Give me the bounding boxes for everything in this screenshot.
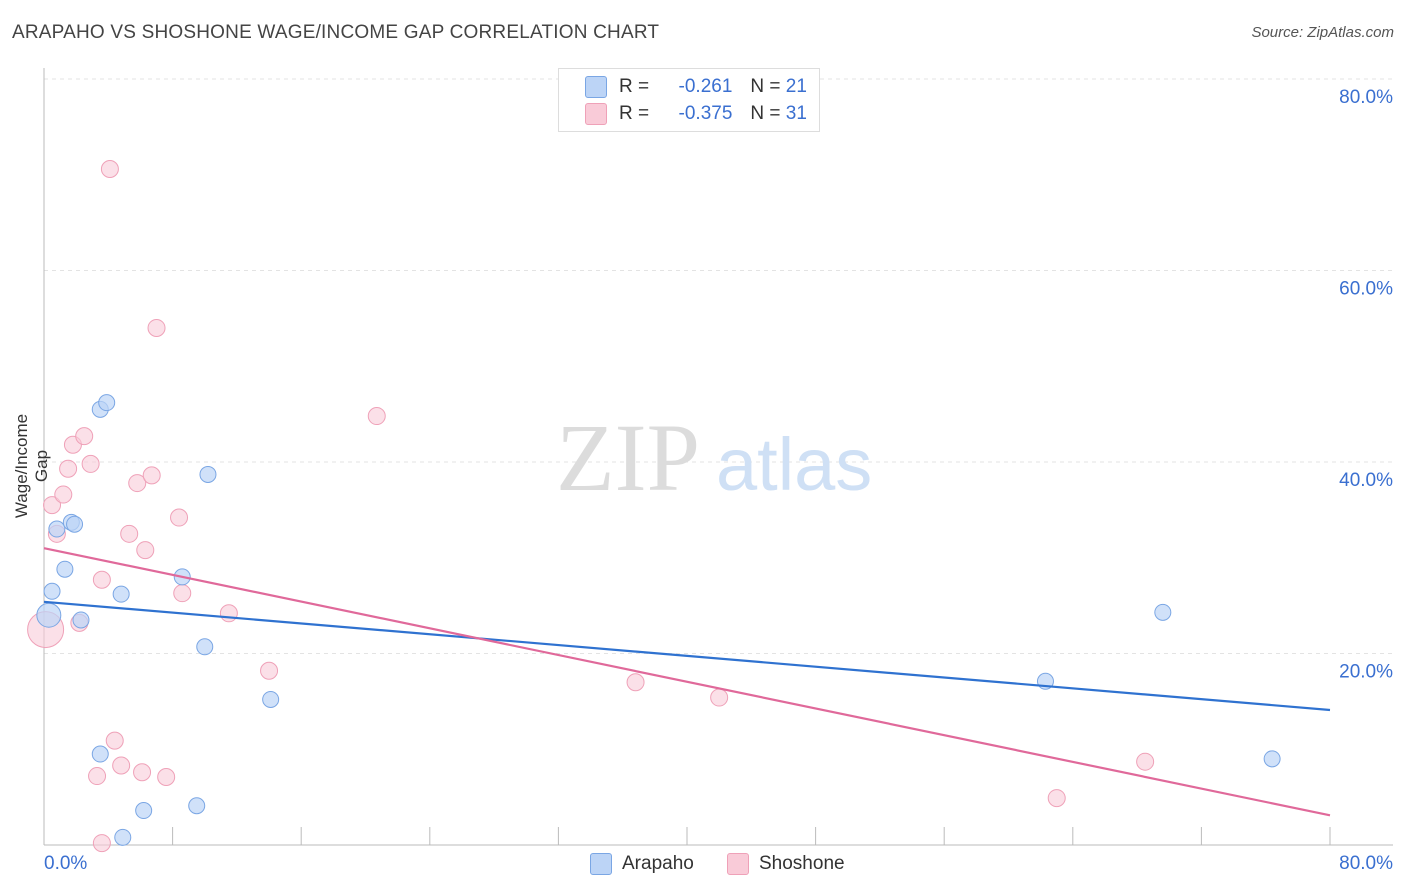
arapaho-point xyxy=(56,560,74,578)
shoshone-point xyxy=(105,731,124,750)
trend-lines xyxy=(43,547,1331,817)
arapaho-point xyxy=(114,828,132,846)
shoshone-point xyxy=(54,485,73,504)
arapaho-point xyxy=(262,690,280,708)
arapaho-point xyxy=(48,520,66,538)
r-label: R = xyxy=(619,76,650,97)
y-tick-label: 40.0% xyxy=(1339,470,1393,491)
shoshone-point xyxy=(142,466,161,485)
chart-title: ARAPAHO VS SHOSHONE WAGE/INCOME GAP CORR… xyxy=(12,22,660,43)
arapaho-point xyxy=(135,802,153,820)
arapaho-legend-swatch xyxy=(590,853,612,875)
arapaho-legend-label: Arapaho xyxy=(622,853,694,874)
arapaho-point xyxy=(199,465,217,483)
shoshone-point xyxy=(88,767,107,786)
shoshone-point xyxy=(75,427,94,446)
source-label: Source: ZipAtlas.com xyxy=(1251,24,1394,41)
shoshone-point xyxy=(120,524,139,543)
shoshone-n-value: 31 xyxy=(785,103,807,124)
shoshone-point xyxy=(147,318,166,337)
shoshone-point xyxy=(1047,789,1066,808)
r-label: R = xyxy=(619,103,650,124)
shoshone-swatch xyxy=(585,103,607,125)
n-label: N = xyxy=(750,76,781,97)
shoshone-point xyxy=(81,454,100,473)
y-tick-label: 20.0% xyxy=(1339,662,1393,683)
arapaho-point xyxy=(98,394,116,412)
shoshone-r-value: -0.375 xyxy=(678,103,733,124)
shoshone-point xyxy=(219,604,238,623)
shoshone-point xyxy=(710,688,729,707)
arapaho-point xyxy=(66,515,84,533)
shoshone-point xyxy=(367,407,386,426)
arapaho-point xyxy=(188,797,206,815)
shoshone-legend-label: Shoshone xyxy=(759,853,845,874)
arapaho-trend-line xyxy=(43,600,1331,712)
y-tick-label: 60.0% xyxy=(1339,279,1393,300)
shoshone-point xyxy=(100,160,119,179)
arapaho-points xyxy=(36,394,1281,846)
arapaho-point xyxy=(72,611,90,629)
shoshone-point xyxy=(112,756,131,775)
shoshone-point xyxy=(133,763,152,782)
n-label: N = xyxy=(750,103,781,124)
shoshone-point xyxy=(157,768,176,787)
shoshone-point xyxy=(92,570,111,589)
arapaho-point xyxy=(43,582,61,600)
arapaho-point xyxy=(91,745,109,763)
shoshone-point xyxy=(136,541,155,560)
legend-item-shoshone: Shoshone xyxy=(727,851,845,877)
arapaho-point xyxy=(1263,750,1281,768)
legend-row-arapaho: R = -0.261 N = 21 xyxy=(585,75,807,99)
shoshone-point xyxy=(173,584,192,603)
arapaho-point xyxy=(36,602,62,628)
shoshone-point xyxy=(59,459,78,478)
x-tick-label: 80.0% xyxy=(1339,853,1393,874)
arapaho-swatch xyxy=(585,76,607,98)
shoshone-point xyxy=(128,474,147,493)
tick-labels: 20.0% 40.0% 60.0% 80.0% 0.0% 80.0% xyxy=(44,87,1393,874)
watermark-atlas: atlas xyxy=(716,423,872,506)
legend-row-shoshone: R = -0.375 N = 31 xyxy=(585,102,807,126)
y-axis-label: Wage/Income Gap xyxy=(12,413,51,519)
watermark: ZIP atlas xyxy=(556,404,872,511)
arapaho-n-value: 21 xyxy=(785,76,807,97)
legend-item-arapaho: Arapaho xyxy=(590,851,694,877)
arapaho-point xyxy=(1154,603,1172,621)
shoshone-point xyxy=(92,834,111,853)
stats-legend: R = -0.261 N = 21 R = -0.375 N = 31 xyxy=(558,68,820,132)
arapaho-r-value: -0.261 xyxy=(678,76,733,97)
shoshone-trend-line xyxy=(43,547,1331,817)
axes xyxy=(43,68,1393,846)
arapaho-point xyxy=(112,585,130,603)
x-tick-label: 0.0% xyxy=(44,853,87,874)
shoshone-point xyxy=(1136,752,1155,771)
shoshone-point xyxy=(170,508,189,527)
shoshone-point xyxy=(260,661,279,680)
y-tick-label: 80.0% xyxy=(1339,87,1393,108)
gridlines xyxy=(44,78,1393,654)
shoshone-legend-swatch xyxy=(727,853,749,875)
arapaho-point xyxy=(196,638,214,656)
watermark-zip: ZIP xyxy=(556,404,700,511)
shoshone-point xyxy=(43,496,62,515)
shoshone-point xyxy=(626,673,645,692)
